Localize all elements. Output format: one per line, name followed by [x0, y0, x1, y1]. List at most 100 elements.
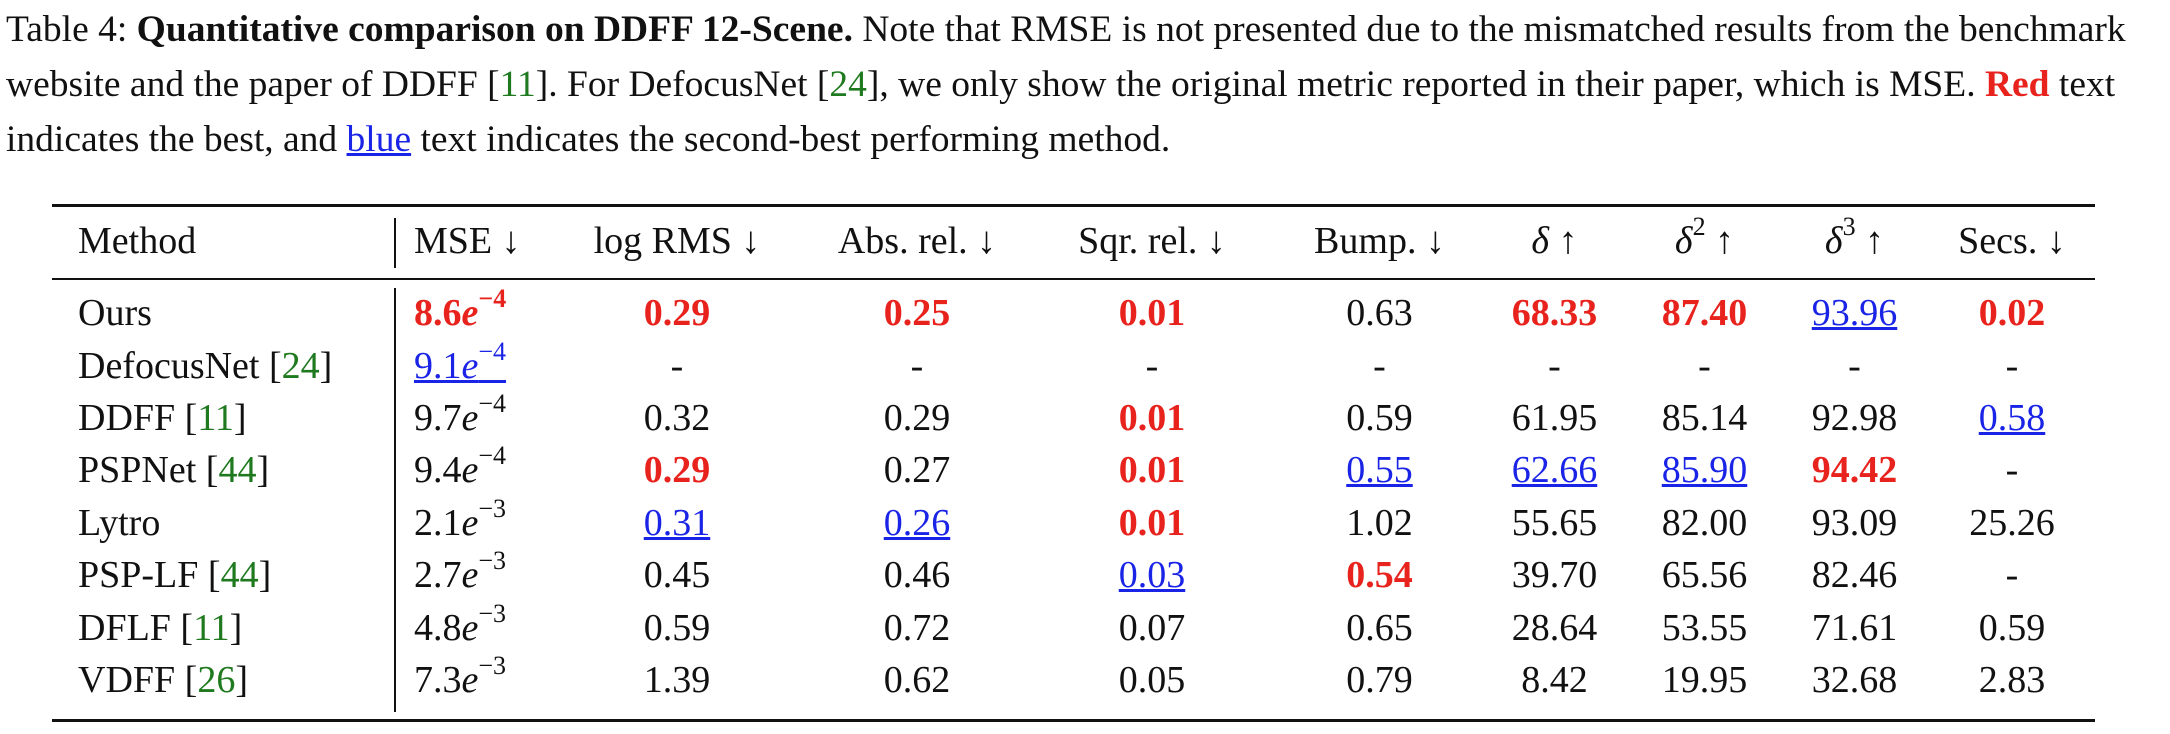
mse-e: e: [461, 449, 479, 491]
caption-citation-2[interactable]: 24: [829, 64, 867, 105]
log-rms-cell: 0.45: [643, 554, 711, 596]
delta-1-symbol: δ: [1531, 220, 1550, 262]
mse-exponent: −4: [478, 284, 507, 314]
delta-2-cell: 53.55: [1661, 607, 1748, 649]
caption-title: Quantitative comparison on DDFF 12-Scene…: [136, 9, 853, 50]
mse-e: e: [461, 607, 479, 649]
bump-cell: 0.54: [1346, 554, 1413, 596]
delta-3-cell: 32.68: [1811, 659, 1898, 701]
method-label: VDFF: [78, 659, 176, 701]
header-abs-rel: Abs. rel. ↓: [837, 220, 997, 262]
mse-base: 9.7: [414, 397, 462, 439]
delta-2-cell: 19.95: [1661, 659, 1748, 701]
delta-2-arrow: ↑: [1715, 220, 1735, 262]
delta-1-cell: 28.64: [1511, 607, 1598, 649]
mse-exponent: −3: [478, 651, 507, 681]
header-delta-1: δ ↑: [1482, 216, 1627, 266]
caption-text-2: ]. For DefocusNet [: [535, 64, 830, 105]
abs-rel-cell: 0.25: [883, 292, 951, 334]
sqr-rel-cell: 0.01: [1118, 397, 1186, 439]
method-citation[interactable]: 11: [193, 607, 230, 649]
mse-base: 7.3: [414, 659, 462, 701]
method-name: PSPNet [44]: [78, 449, 270, 491]
log-rms-cell: 0.29: [643, 292, 711, 334]
method-citation[interactable]: 24: [281, 345, 320, 387]
table-row-ours: Ours 8.6e−4 0.29 0.25 0.01 0.63 68.33 87…: [52, 286, 2095, 338]
method-citation[interactable]: 44: [218, 449, 257, 491]
secs-cell: 25.26: [1969, 502, 2055, 544]
mse-exponent: −3: [478, 599, 507, 629]
sqr-rel-cell: 0.01: [1118, 502, 1186, 544]
header-method: Method: [78, 220, 197, 262]
mse-e: e: [461, 554, 479, 596]
mse-cell: 2.1e−3: [404, 496, 584, 548]
delta-3-cell: -: [1848, 345, 1861, 387]
secs-cell: 0.02: [1978, 292, 2046, 334]
table-row-pspnet: PSPNet [44] 9.4e−4 0.29 0.27 0.01 0.55 6…: [52, 443, 2095, 495]
caption-text-1: Note that RMSE is not presented due to t…: [6, 9, 2126, 105]
bump-cell: 0.79: [1346, 659, 1413, 701]
delta-3-symbol: δ: [1824, 220, 1843, 262]
delta-1-cell: 68.33: [1511, 292, 1598, 334]
mse-cell: 9.1e−4: [404, 339, 584, 391]
sqr-rel-cell: 0.01: [1118, 449, 1186, 491]
caption-text-3: ], we only show the original metric repo…: [866, 64, 1976, 105]
bump-cell: 0.65: [1346, 607, 1413, 649]
secs-cell: -: [2005, 554, 2019, 596]
sqr-rel-cell: -: [1145, 345, 1159, 387]
delta-1-cell: 8.42: [1521, 659, 1588, 701]
mse-e: e: [461, 397, 479, 439]
mse-cell: 7.3e−3: [404, 653, 584, 705]
caption-citation-1[interactable]: 11: [499, 64, 536, 105]
table-row-defocusnet: DefocusNet [24] 9.1e−4 - - - - - - - -: [52, 339, 2095, 391]
abs-rel-cell: 0.62: [883, 659, 951, 701]
header-bump: Bump. ↓: [1314, 220, 1445, 262]
mse-exponent: −4: [478, 389, 507, 419]
mse-e: e: [461, 292, 479, 334]
mse-base: 4.8: [414, 607, 462, 649]
log-rms-cell: -: [670, 345, 684, 387]
sqr-rel-cell: 0.03: [1118, 554, 1186, 596]
mse-base: 8.6: [414, 292, 462, 334]
method-label: DDFF: [78, 397, 176, 439]
header-secs: Secs. ↓: [1958, 220, 2066, 262]
abs-rel-cell: -: [910, 345, 924, 387]
bump-cell: 0.63: [1346, 292, 1413, 334]
abs-rel-cell: 0.27: [883, 449, 951, 491]
delta-1-cell: 39.70: [1511, 554, 1598, 596]
delta-1-cell: 55.65: [1511, 502, 1598, 544]
delta-2-cell: 85.14: [1661, 397, 1748, 439]
method-name: Ours: [78, 288, 388, 338]
sqr-rel-cell: 0.07: [1118, 607, 1186, 649]
mse-base: 9.1: [414, 345, 462, 387]
delta-3-cell: 94.42: [1811, 449, 1898, 491]
mse-exponent: −4: [478, 441, 507, 471]
secs-cell: 2.83: [1978, 659, 2046, 701]
header-delta-2: δ2 ↑: [1632, 214, 1777, 266]
mse-e: e: [461, 502, 479, 544]
method-label: PSP-LF: [78, 554, 199, 596]
mse-cell: 9.7e−4: [404, 391, 584, 443]
header-column-divider: [394, 218, 396, 268]
mse-exponent: −3: [478, 546, 507, 576]
abs-rel-cell: 0.29: [883, 397, 951, 439]
table-row-vdff: VDFF [26] 7.3e−3 1.39 0.62 0.05 0.79 8.4…: [52, 653, 2095, 705]
abs-rel-cell: 0.26: [883, 502, 951, 544]
secs-cell: -: [2005, 345, 2019, 387]
header-mse: MSE ↓: [414, 220, 521, 262]
method-citation[interactable]: 26: [197, 659, 236, 701]
table-header-rule: [52, 278, 2095, 280]
log-rms-cell: 0.32: [643, 397, 711, 439]
method-citation[interactable]: 44: [220, 554, 259, 596]
delta-3-cell: 93.96: [1811, 292, 1898, 334]
method-name: DDFF [11]: [78, 397, 247, 439]
mse-exponent: −3: [478, 494, 507, 524]
method-name: PSP-LF [44]: [78, 554, 272, 596]
sqr-rel-cell: 0.01: [1118, 292, 1186, 334]
mse-cell: 2.7e−3: [404, 548, 584, 600]
table-header-row: Method MSE ↓ log RMS ↓ Abs. rel. ↓ Sqr. …: [52, 214, 2095, 266]
bump-cell: 0.55: [1346, 449, 1413, 491]
method-citation[interactable]: 11: [197, 397, 234, 439]
table-row-dflf: DFLF [11] 4.8e−3 0.59 0.72 0.07 0.65 28.…: [52, 601, 2095, 653]
